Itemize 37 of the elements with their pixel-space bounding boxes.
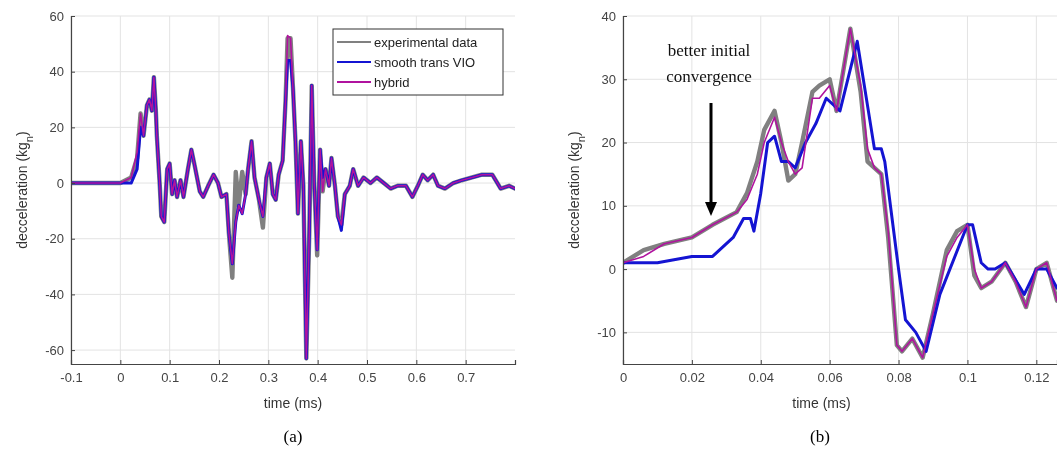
y-tick-label: 0	[56, 175, 64, 191]
x-tick-label: 0.08	[886, 370, 912, 386]
x-tick-label: 0.3	[259, 370, 278, 386]
x-tick-label: -0.1	[60, 370, 83, 386]
y-tick-label: 10	[601, 198, 616, 214]
y-tick-label: 20	[49, 120, 64, 136]
x-tick-label: 0.5	[358, 370, 377, 386]
y-tick-label: 40	[49, 64, 64, 80]
x-tick-label: 0.06	[817, 370, 843, 386]
y-tick-label: 20	[601, 135, 616, 151]
legend-label: hybrid	[374, 74, 410, 90]
annotation: better initial convergence	[666, 41, 752, 86]
text: (a)	[283, 427, 303, 446]
x-tick-label: 0.4	[309, 370, 328, 386]
y-tick-label: 40	[601, 8, 616, 24]
x-axis-title: time (ms)	[792, 395, 851, 411]
legend-label: smooth trans VIO	[374, 54, 476, 70]
x-tick-label: 0.02	[679, 370, 706, 386]
y-tick-label: -40	[45, 287, 64, 303]
x-tick-label: 0.2	[210, 370, 229, 386]
x-axis-title: time (ms)	[263, 395, 323, 411]
legend-label: experimental data	[374, 34, 479, 50]
x-tick-label: 0.1	[958, 370, 977, 386]
y-tick-label: 0	[608, 261, 616, 277]
x-tick-label: 0	[117, 370, 125, 386]
y-tick-label: 60	[49, 8, 64, 24]
y-tick-label: -10	[597, 325, 616, 341]
x-tick-label: 0.7	[457, 370, 476, 386]
y-tick-label: 30	[601, 71, 616, 87]
y-tick-label: -60	[45, 342, 64, 358]
y-tick-label: -20	[45, 231, 64, 247]
x-tick-label: 0.1	[161, 370, 180, 386]
x-tick-label: 0.6	[407, 370, 426, 386]
x-tick-label: 0.12	[1024, 370, 1050, 386]
x-tick-label: 0	[619, 370, 628, 386]
x-tick-label: 0.04	[748, 370, 774, 386]
text: (b)	[810, 427, 830, 446]
